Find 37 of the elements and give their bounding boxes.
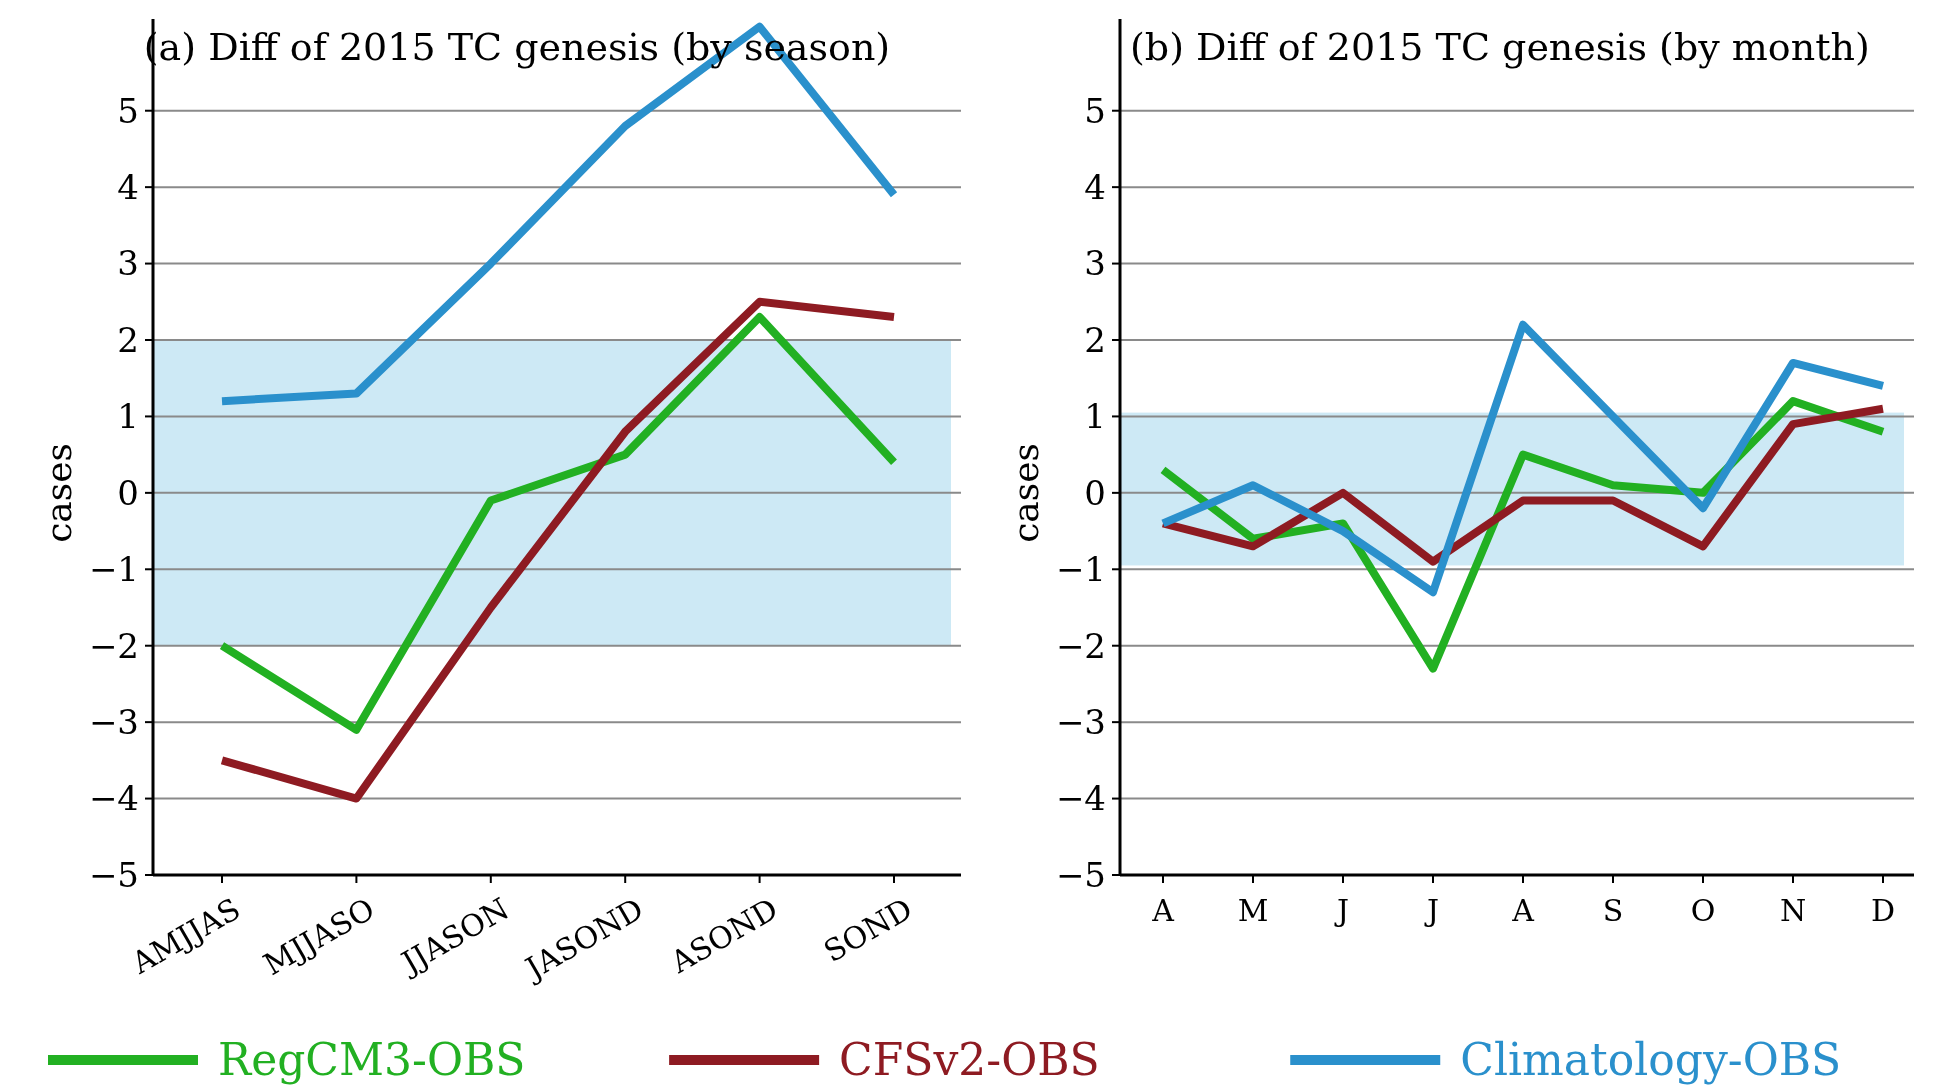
y-tick-label: 5 bbox=[1084, 90, 1106, 131]
x-tick-label: N bbox=[1779, 893, 1807, 928]
y-tick-label: 1 bbox=[117, 396, 139, 437]
y-tick-label: −4 bbox=[1055, 778, 1106, 819]
x-tick-label: J bbox=[1333, 893, 1350, 928]
x-tick-label: O bbox=[1690, 893, 1716, 928]
y-tick-label: −2 bbox=[88, 625, 139, 666]
y-tick-label: 2 bbox=[1084, 319, 1106, 360]
y-tick-label: −1 bbox=[88, 549, 139, 590]
y-tick-label: 3 bbox=[117, 243, 139, 284]
x-tick-label: S bbox=[1602, 893, 1624, 928]
x-tick-label: A bbox=[1511, 893, 1535, 928]
y-tick-label: −3 bbox=[88, 702, 139, 743]
y-tick-label: −5 bbox=[1055, 854, 1106, 895]
legend-label: Climatology-OBS bbox=[1460, 1034, 1842, 1086]
y-tick-label: −4 bbox=[88, 778, 139, 819]
y-tick-label: 0 bbox=[1084, 472, 1106, 513]
legend-label: RegCM3-OBS bbox=[218, 1034, 526, 1086]
x-tick-label: M bbox=[1237, 893, 1269, 928]
y-tick-label: 5 bbox=[117, 90, 139, 131]
y-tick-label: −1 bbox=[1055, 549, 1106, 590]
y-tick-label: 0 bbox=[117, 472, 139, 513]
x-tick-label: A bbox=[1151, 893, 1175, 928]
y-tick-label: −2 bbox=[1055, 625, 1106, 666]
y-tick-label: −5 bbox=[88, 854, 139, 895]
x-tick-label: J bbox=[1423, 893, 1440, 928]
x-tick-label: D bbox=[1870, 893, 1896, 928]
chart-title: (b) Diff of 2015 TC genesis (by month) bbox=[1130, 25, 1870, 69]
y-tick-label: −3 bbox=[1055, 702, 1106, 743]
y-axis-title: cases bbox=[1005, 442, 1046, 543]
legend-label: CFSv2-OBS bbox=[839, 1034, 1100, 1086]
y-tick-label: 3 bbox=[1084, 243, 1106, 284]
y-tick-label: 1 bbox=[1084, 396, 1106, 437]
y-axis-title: cases bbox=[38, 442, 79, 543]
y-tick-label: 4 bbox=[117, 167, 139, 208]
y-tick-label: 4 bbox=[1084, 167, 1106, 208]
y-tick-label: 2 bbox=[117, 319, 139, 360]
